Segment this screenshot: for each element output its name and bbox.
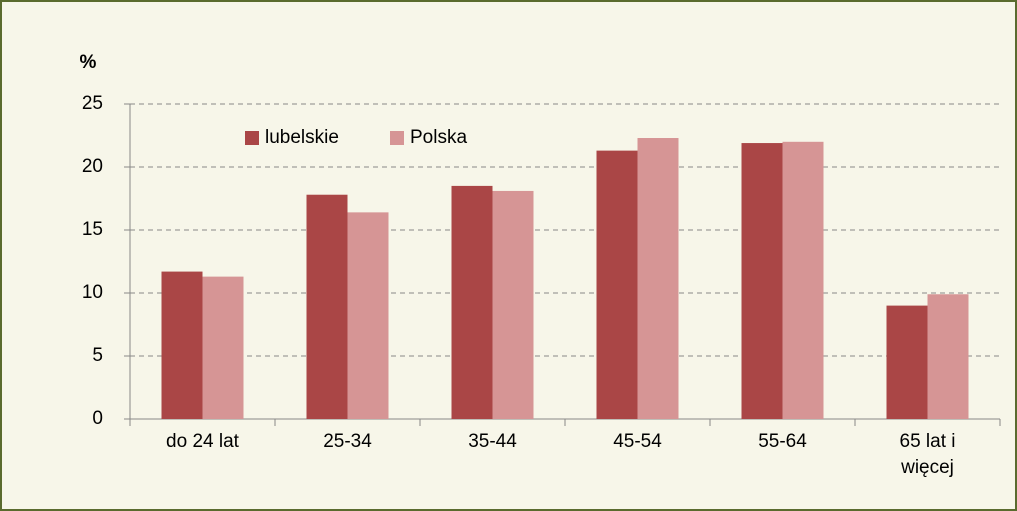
x-tick-label: 45-54 — [613, 431, 662, 452]
x-tick-label: 25-34 — [323, 431, 372, 452]
bar — [637, 138, 679, 419]
x-tick-label: 65 lat i więcej — [899, 431, 956, 478]
bar — [306, 194, 348, 419]
x-tick-label: 55-64 — [758, 431, 807, 452]
x-tick-label: do 24 lat — [166, 431, 239, 452]
bar — [202, 276, 244, 419]
y-tick-label: 20 — [82, 156, 103, 177]
bar — [492, 190, 534, 419]
y-tick-label: 10 — [82, 282, 103, 303]
bar — [886, 305, 928, 419]
legend-swatch — [245, 131, 259, 145]
y-tick-label: 5 — [92, 345, 103, 366]
y-tick-label: 0 — [92, 408, 103, 429]
legend-label: Polska — [410, 127, 467, 148]
bar — [596, 150, 638, 419]
bar — [347, 212, 389, 419]
x-tick-label: 35-44 — [468, 431, 517, 452]
bar — [451, 185, 493, 419]
bar — [782, 141, 824, 420]
y-tick-label: 25 — [82, 93, 103, 114]
y-tick-label: 15 — [82, 219, 103, 240]
legend-label: lubelskie — [265, 127, 339, 148]
bar — [741, 143, 783, 419]
bar — [161, 271, 203, 419]
y-axis-label: % — [80, 52, 97, 73]
legend-swatch — [390, 131, 404, 145]
bar — [927, 294, 969, 419]
